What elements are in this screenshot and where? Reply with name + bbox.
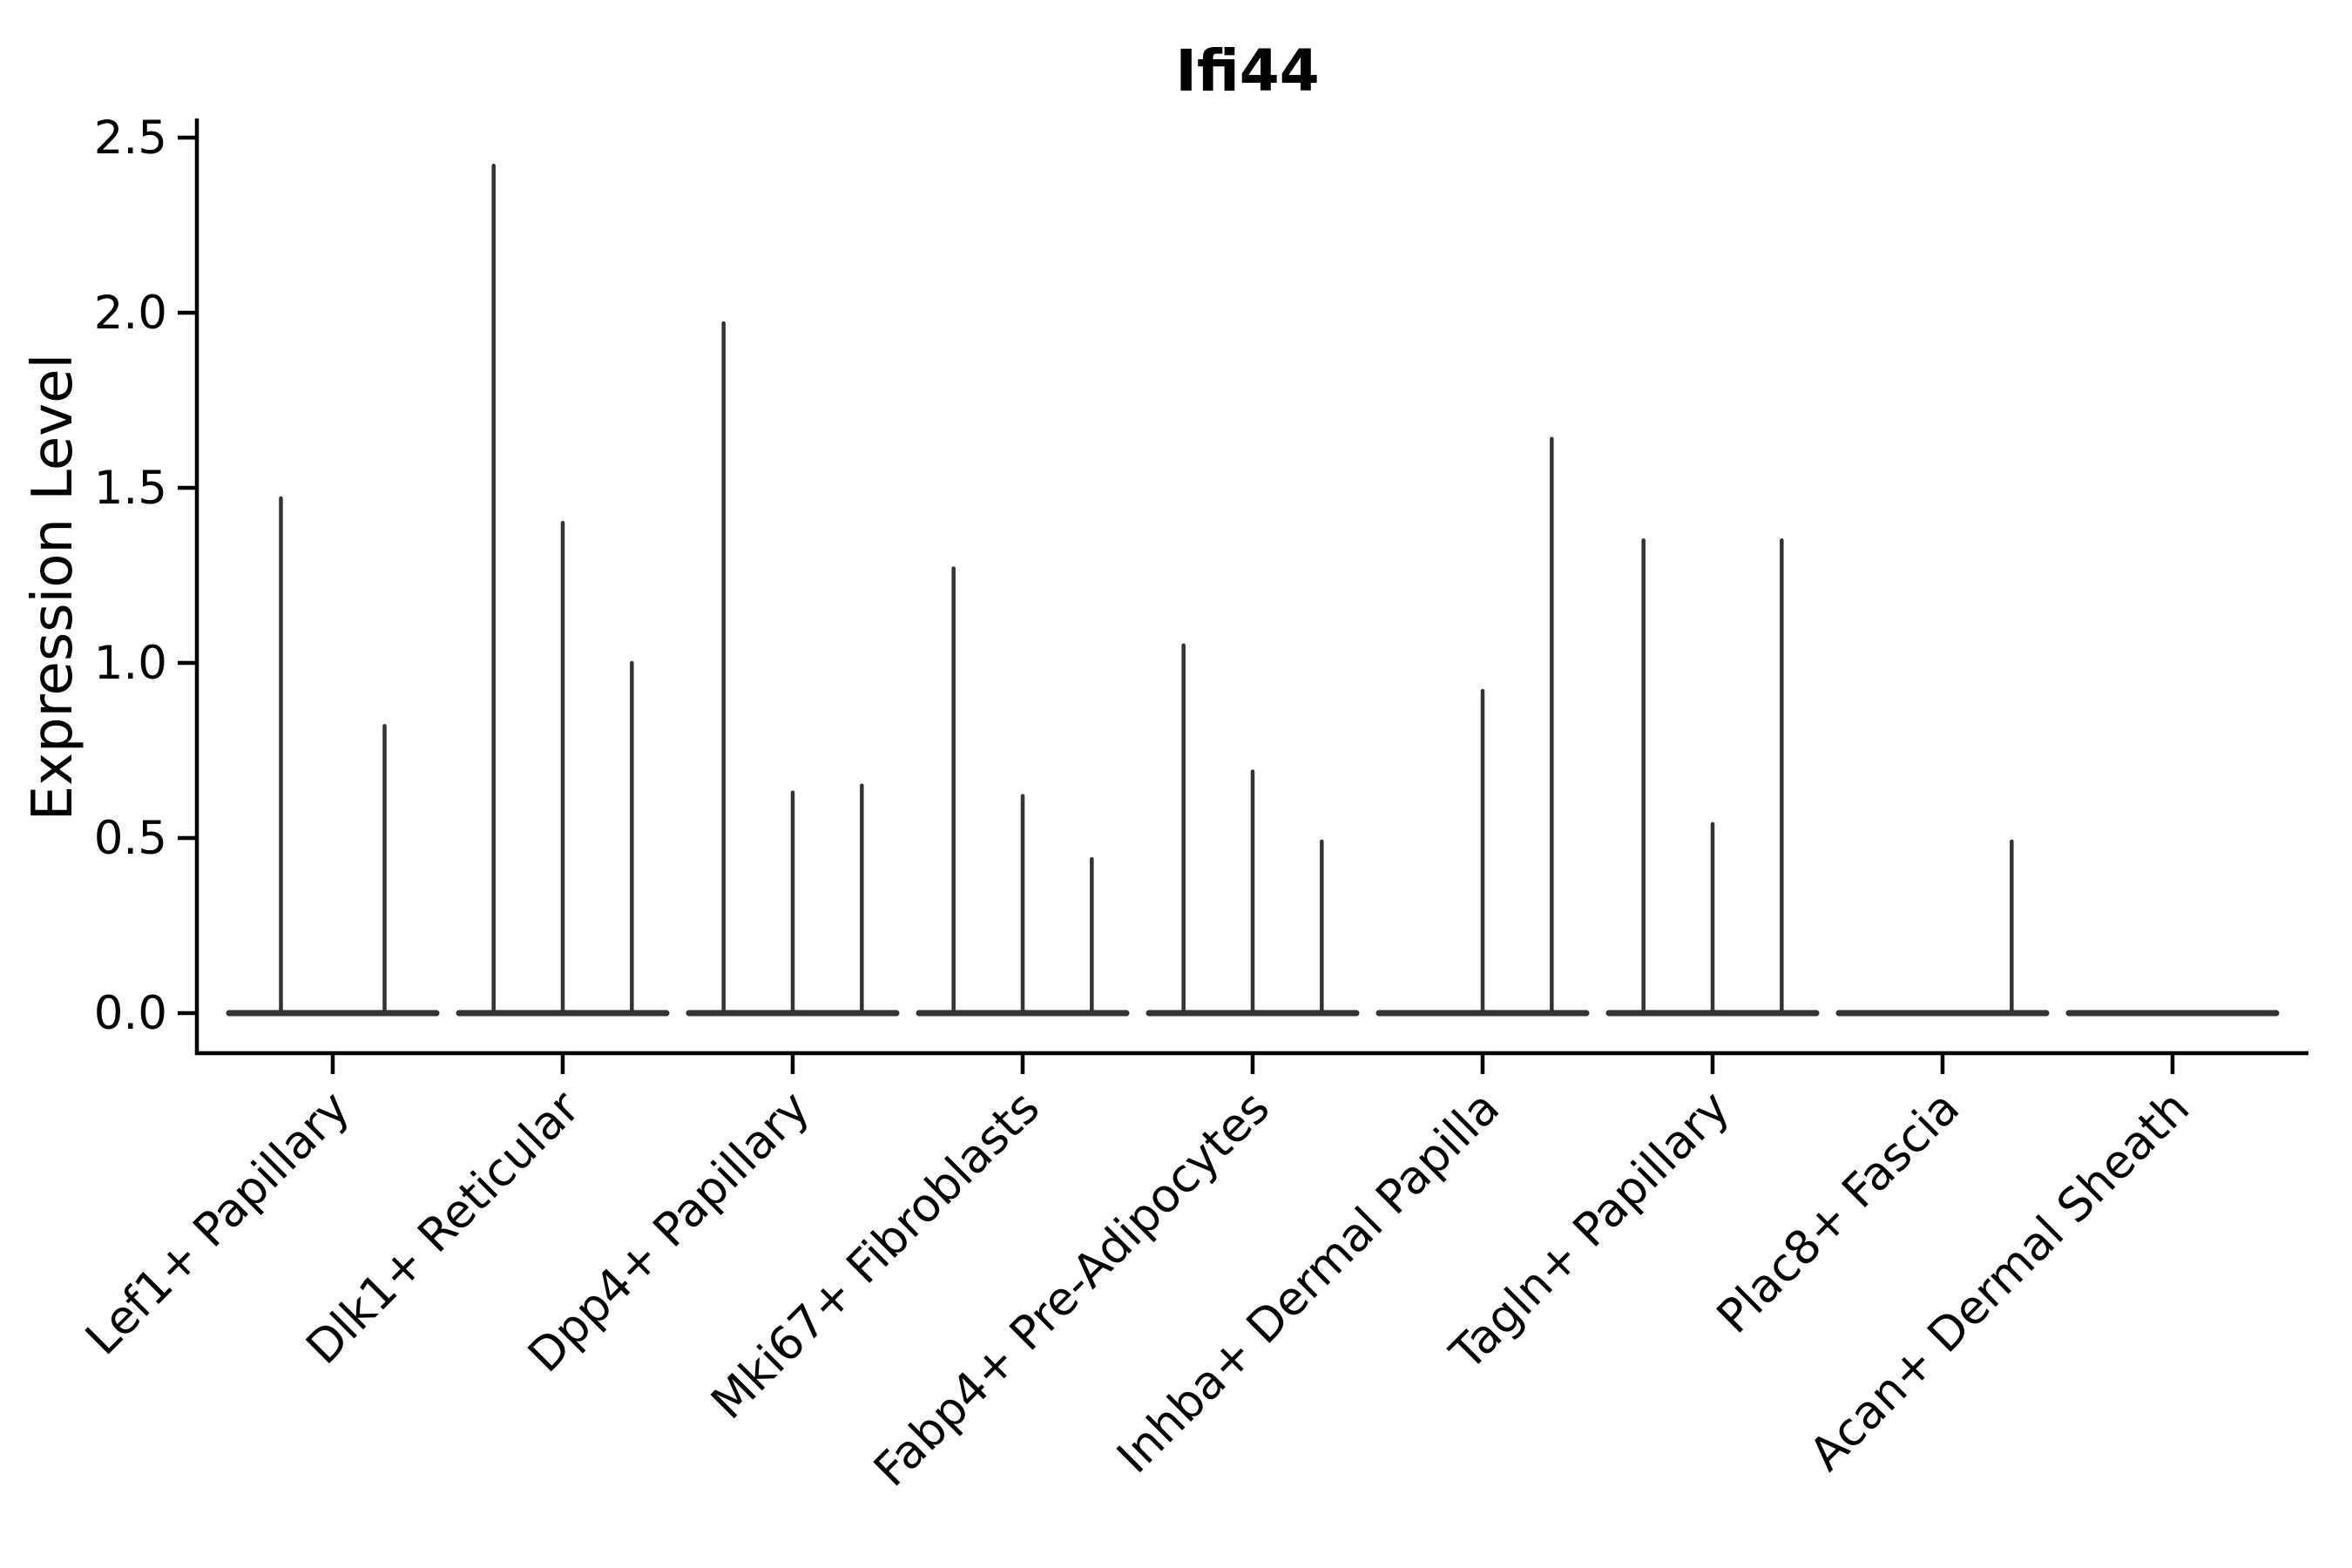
x-tick-label: Fabp4+ Pre-Adipocytes	[864, 1081, 1280, 1497]
y-tick-label: 2.5	[94, 112, 167, 165]
y-tick-label: 2.0	[94, 287, 167, 340]
plot-title: Ifi44	[1175, 37, 1319, 105]
y-tick-label: 0.0	[94, 987, 167, 1040]
y-axis-label: Expression Level	[21, 354, 85, 821]
x-tick-label: Inhba+ Dermal Papilla	[1107, 1081, 1510, 1484]
y-tick-label: 1.0	[94, 637, 167, 690]
x-tick-label: Plac8+ Fascia	[1707, 1081, 1970, 1343]
y-tick-label: 0.5	[94, 812, 167, 865]
x-tick-label: Acan+ Dermal Sheath	[1800, 1081, 2200, 1481]
violins-layer	[226, 163, 2280, 1017]
y-tick-label: 1.5	[94, 462, 167, 515]
axis-spines	[194, 118, 2308, 1056]
